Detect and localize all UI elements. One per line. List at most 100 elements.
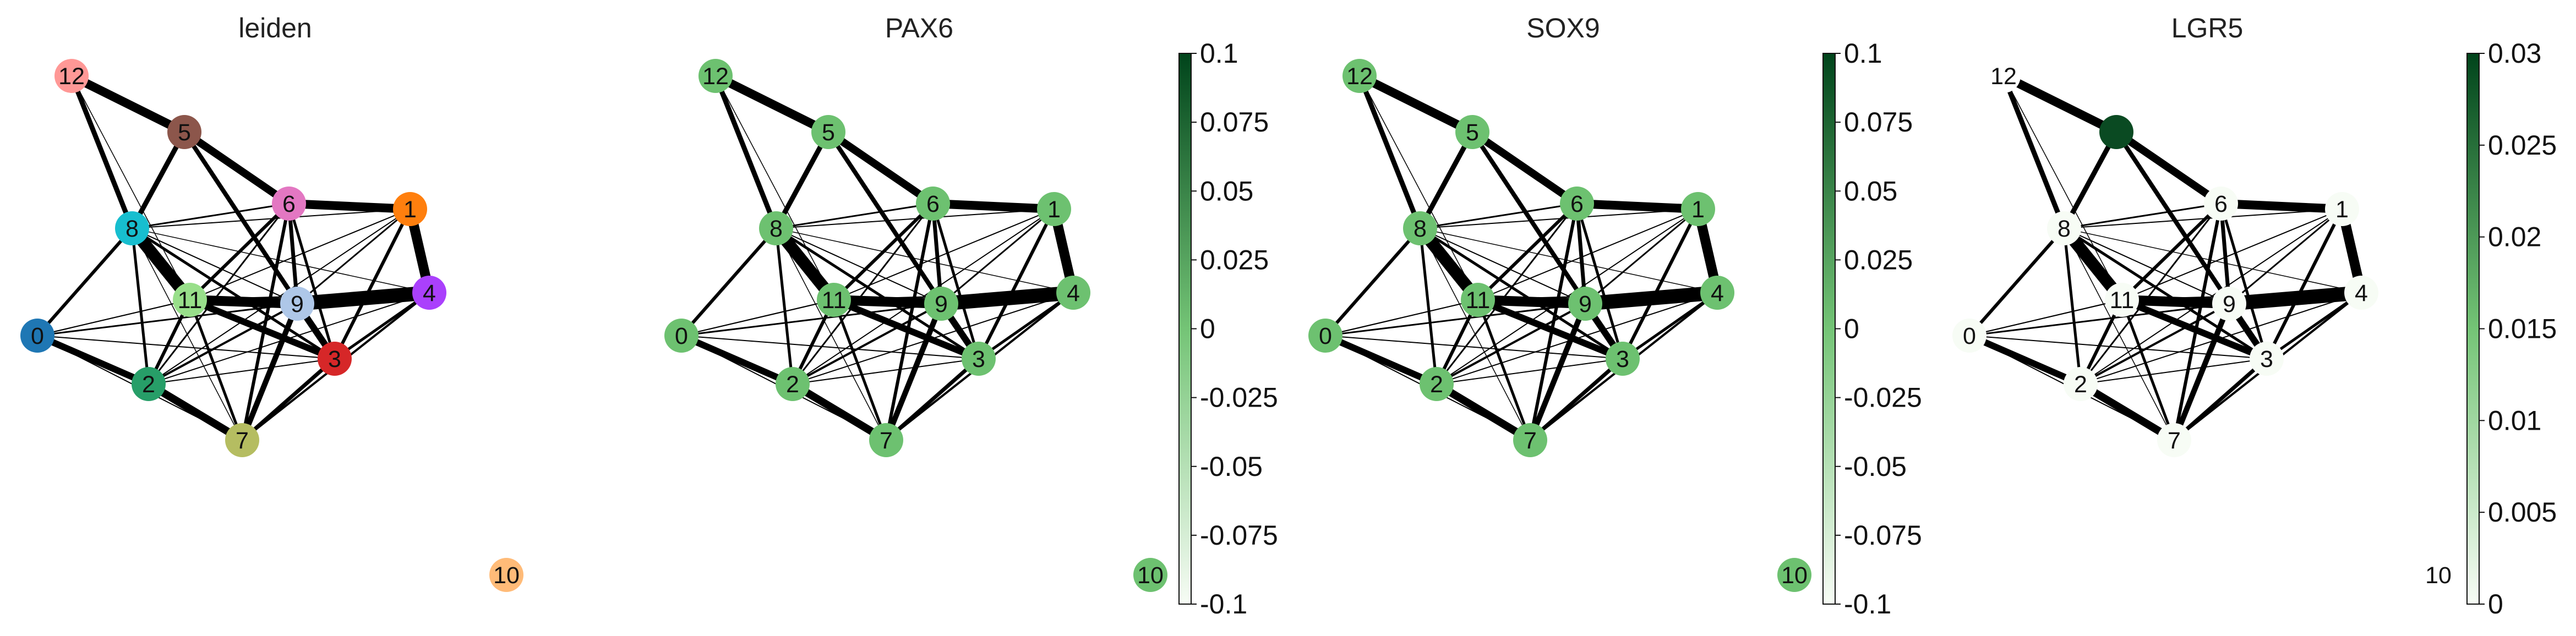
- node-3[interactable]: 3: [1606, 342, 1640, 376]
- node-1[interactable]: 1: [393, 192, 427, 226]
- edge-6-3: [287, 203, 336, 359]
- node-circle: [2099, 115, 2133, 149]
- node-2[interactable]: 2: [132, 367, 166, 401]
- node-6[interactable]: 6: [272, 187, 306, 221]
- node-3[interactable]: 3: [2250, 342, 2284, 376]
- node-circle: [811, 115, 845, 149]
- node-11[interactable]: 11: [817, 283, 851, 317]
- node-7[interactable]: 7: [225, 423, 259, 457]
- node-label: 10: [2425, 562, 2452, 589]
- edge-8-7: [132, 228, 243, 441]
- node-11[interactable]: 11: [173, 283, 207, 317]
- edge-2-4: [148, 292, 430, 385]
- node-9[interactable]: 9: [1568, 287, 1602, 321]
- node-3[interactable]: 3: [318, 342, 352, 376]
- edge-1-3: [977, 208, 1056, 360]
- edge-12-11: [715, 75, 834, 300]
- node-8[interactable]: 8: [115, 211, 149, 245]
- node-5[interactable]: 5: [811, 115, 845, 149]
- node-11[interactable]: 11: [2105, 283, 2139, 317]
- node-4[interactable]: 4: [1056, 276, 1090, 310]
- edge-12-8: [713, 75, 779, 229]
- edge-9-1: [2229, 208, 2343, 305]
- node-1[interactable]: 1: [2325, 192, 2359, 226]
- node-2[interactable]: 2: [1420, 367, 1454, 401]
- node-11[interactable]: 11: [1461, 283, 1495, 317]
- node-5[interactable]: 5: [167, 115, 201, 149]
- node-10[interactable]: 10: [1777, 558, 1811, 592]
- node-6[interactable]: 6: [916, 187, 950, 221]
- node-label: 11: [1466, 287, 1491, 314]
- node-label: 3: [2260, 346, 2273, 372]
- node-circle: [776, 367, 810, 401]
- node-0[interactable]: 0: [1308, 319, 1342, 353]
- edge-9-0: [1325, 303, 1586, 337]
- node-10[interactable]: 10: [2421, 558, 2455, 592]
- node-7[interactable]: 7: [1513, 423, 1547, 457]
- node-10[interactable]: 10: [1133, 558, 1167, 592]
- node-circle: [1513, 423, 1547, 457]
- edge-5-9: [2115, 131, 2231, 305]
- node-4[interactable]: 4: [412, 276, 446, 310]
- edge-8-2: [130, 228, 150, 385]
- node-8[interactable]: 8: [1403, 211, 1437, 245]
- node-6[interactable]: 6: [2204, 187, 2238, 221]
- node-7[interactable]: 7: [869, 423, 903, 457]
- edge-11-1: [2121, 209, 2343, 300]
- edge-8-0: [36, 227, 134, 337]
- node-9[interactable]: 9: [280, 287, 314, 321]
- node-12[interactable]: 12: [1342, 59, 1377, 93]
- edge-8-7: [1420, 228, 1531, 441]
- node-6[interactable]: 6: [1560, 187, 1594, 221]
- colorbar-gradient: [2466, 53, 2480, 605]
- node-0[interactable]: 0: [20, 319, 54, 353]
- node-7[interactable]: 7: [2157, 423, 2191, 457]
- node-1[interactable]: 1: [1681, 192, 1715, 226]
- edge-11-7: [2120, 299, 2176, 441]
- edge-6-1: [932, 199, 1055, 213]
- node-12[interactable]: 12: [1986, 59, 2021, 93]
- node-8[interactable]: 8: [759, 211, 793, 245]
- node-12[interactable]: 12: [54, 59, 89, 93]
- edge-2-4: [1436, 292, 1718, 385]
- node-4[interactable]: 4: [1700, 276, 1734, 310]
- node-12[interactable]: 12: [698, 59, 733, 93]
- node-label: 8: [769, 216, 783, 242]
- node-3[interactable]: 3: [962, 342, 996, 376]
- node-5[interactable]: [2099, 115, 2133, 149]
- node-5[interactable]: 5: [1455, 115, 1489, 149]
- node-circle: [2421, 558, 2455, 592]
- edge-1-2: [1436, 209, 1699, 385]
- node-4[interactable]: 4: [2344, 276, 2378, 310]
- node-label: 9: [291, 291, 304, 317]
- node-circle: [1681, 192, 1715, 226]
- node-1[interactable]: 1: [1037, 192, 1071, 226]
- panel-pax6: PAX601234567891011120.10.0750.050.0250-0…: [664, 13, 1278, 619]
- node-circle: [1568, 287, 1602, 321]
- node-0[interactable]: 0: [1952, 319, 1986, 353]
- edge-8-3: [2063, 227, 2268, 360]
- edge-layer: [1324, 72, 1722, 444]
- edge-9-0: [681, 303, 942, 337]
- node-10[interactable]: 10: [489, 558, 523, 592]
- node-circle: [1777, 558, 1811, 592]
- edge-6-8: [776, 202, 934, 229]
- edge-11-9: [189, 295, 298, 309]
- edge-9-7: [1527, 303, 1588, 441]
- edge-11-3: [1476, 297, 1624, 362]
- node-9[interactable]: 9: [924, 287, 958, 321]
- edge-8-4: [2064, 228, 2362, 293]
- node-8[interactable]: 8: [2047, 211, 2081, 245]
- node-9[interactable]: 9: [2212, 287, 2246, 321]
- node-label: 7: [880, 427, 893, 454]
- node-circle: [2325, 192, 2359, 226]
- edge-6-2: [148, 203, 290, 385]
- node-label: 4: [1711, 280, 1724, 306]
- node-2[interactable]: 2: [776, 367, 810, 401]
- edge-1-2: [2080, 209, 2343, 385]
- node-0[interactable]: 0: [664, 319, 698, 353]
- node-circle: [1455, 115, 1489, 149]
- node-label: 0: [1963, 323, 1976, 349]
- node-2[interactable]: 2: [2064, 367, 2098, 401]
- edge-2-7: [790, 380, 888, 444]
